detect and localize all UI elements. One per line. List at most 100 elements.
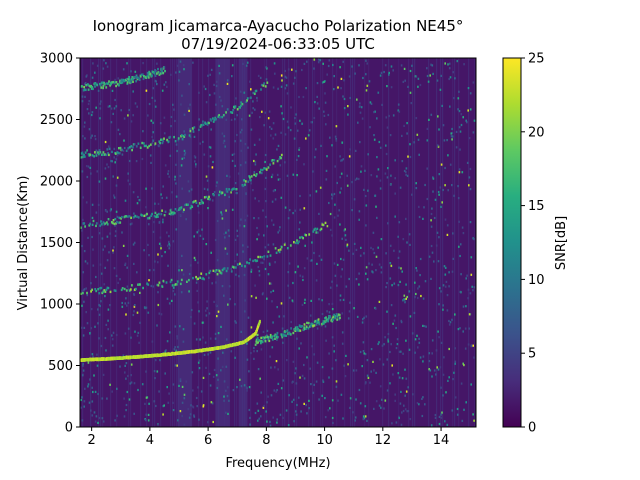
noise-pixel xyxy=(458,126,461,129)
noise-pixel xyxy=(312,170,314,173)
noise-pixel xyxy=(220,369,222,372)
noise-pixel xyxy=(223,380,226,383)
noise-pixel xyxy=(305,137,307,140)
echo-pixel xyxy=(284,330,287,334)
noise-pixel xyxy=(257,265,260,269)
noise-pixel xyxy=(276,148,278,151)
noise-pixel xyxy=(404,301,406,304)
noise-pixel xyxy=(451,138,453,141)
noise-pixel xyxy=(459,243,462,246)
noise-pixel xyxy=(342,158,344,161)
noise-pixel xyxy=(285,409,288,412)
noise-pixel xyxy=(419,257,422,261)
noise-pixel xyxy=(138,199,141,202)
echo-pixel xyxy=(141,214,143,217)
echo-pixel xyxy=(265,335,268,339)
echo-pixel xyxy=(317,318,320,321)
echo-pixel xyxy=(241,102,244,106)
noise-pixel xyxy=(179,410,182,413)
noise-pixel xyxy=(415,75,418,78)
noise-pixel xyxy=(331,234,333,237)
noise-pixel xyxy=(322,62,324,65)
noise-pixel xyxy=(370,246,372,249)
noise-pixel xyxy=(331,280,333,283)
noise-pixel xyxy=(231,153,234,156)
y-tick-label: 1000 xyxy=(40,298,73,313)
noise-pixel xyxy=(215,103,217,106)
noise-pixel xyxy=(284,133,287,136)
echo-pixel xyxy=(271,159,274,162)
noise-pixel xyxy=(130,363,133,366)
noise-pixel xyxy=(440,163,443,166)
noise-pixel xyxy=(287,126,290,129)
noise-pixel xyxy=(436,231,439,234)
echo-pixel xyxy=(148,144,151,148)
noise-pixel xyxy=(97,203,100,206)
echo-pixel xyxy=(98,149,101,152)
noise-pixel xyxy=(398,350,401,353)
echo-pixel xyxy=(271,335,273,338)
noise-pixel xyxy=(418,337,420,340)
noise-pixel xyxy=(443,265,446,268)
noise-pixel xyxy=(378,300,381,303)
noise-pixel xyxy=(446,423,449,426)
echo-pixel xyxy=(207,197,209,201)
noise-pixel xyxy=(210,251,212,254)
noise-pixel xyxy=(96,170,99,173)
noise-pixel xyxy=(91,203,94,206)
noise-pixel xyxy=(303,267,306,270)
noise-pixel xyxy=(273,62,276,65)
noise-pixel xyxy=(414,338,417,341)
noise-pixel xyxy=(344,234,347,237)
noise-pixel xyxy=(364,169,366,172)
noise-pixel xyxy=(148,223,150,226)
noise-pixel xyxy=(322,379,324,382)
noise-pixel xyxy=(114,230,117,233)
echo-pixel xyxy=(324,320,327,324)
noise-pixel xyxy=(181,94,183,97)
noise-pixel xyxy=(311,241,313,244)
noise-pixel xyxy=(81,100,84,103)
echo-pixel xyxy=(320,227,323,231)
noise-pixel xyxy=(174,293,176,296)
noise-pixel xyxy=(394,314,397,317)
echo-pixel xyxy=(209,269,212,273)
noise-pixel xyxy=(456,60,459,63)
noise-pixel xyxy=(460,113,463,116)
noise-pixel xyxy=(250,352,252,355)
noise-pixel xyxy=(91,400,94,403)
noise-pixel xyxy=(306,60,308,63)
noise-pixel xyxy=(132,313,135,317)
noise-pixel xyxy=(442,284,445,287)
noise-pixel xyxy=(341,312,344,315)
noise-pixel xyxy=(201,228,203,231)
echo-pixel xyxy=(128,76,130,79)
noise-pixel xyxy=(358,218,360,221)
noise-pixel xyxy=(86,322,89,325)
noise-pixel xyxy=(181,401,184,404)
noise-pixel xyxy=(432,176,434,179)
noise-pixel xyxy=(387,338,389,341)
noise-pixel xyxy=(473,419,475,422)
noise-pixel xyxy=(166,340,169,343)
noise-pixel xyxy=(446,139,448,142)
echo-pixel xyxy=(143,75,145,78)
noise-pixel xyxy=(275,360,278,363)
noise-pixel xyxy=(448,376,450,379)
noise-pixel xyxy=(362,341,365,344)
echo-pixel xyxy=(102,221,105,224)
echo-pixel xyxy=(225,187,228,191)
noise-pixel xyxy=(419,356,422,359)
noise-pixel xyxy=(86,108,89,111)
noise-pixel xyxy=(362,76,364,80)
noise-pixel xyxy=(83,288,86,291)
noise-pixel xyxy=(234,182,237,185)
noise-pixel xyxy=(239,131,242,134)
x-tick-label: 12 xyxy=(375,433,392,448)
echo-pixel xyxy=(158,281,161,284)
noise-pixel xyxy=(207,353,209,356)
noise-pixel xyxy=(380,271,383,274)
noise-pixel xyxy=(428,118,430,121)
noise-pixel xyxy=(262,406,265,409)
noise-pixel xyxy=(253,143,256,146)
